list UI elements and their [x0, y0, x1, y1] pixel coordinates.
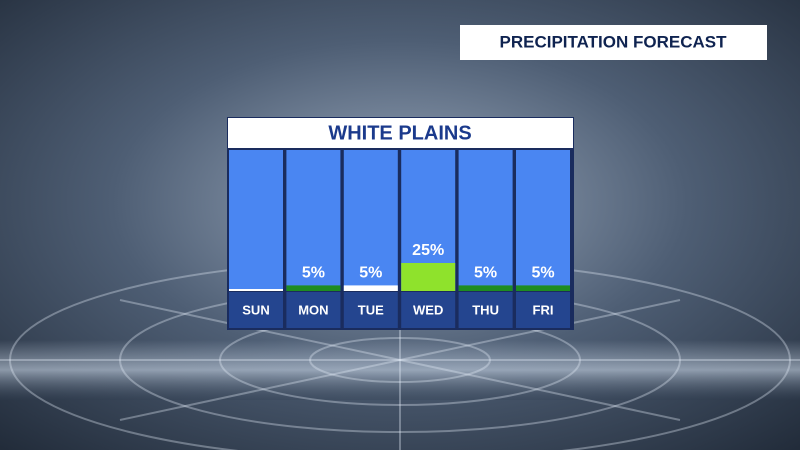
- bar: [286, 285, 341, 291]
- horizon-glow: [0, 340, 800, 400]
- day-cell: [401, 292, 456, 328]
- chart-title: WHITE PLAINS: [328, 122, 471, 144]
- bar: [458, 285, 513, 291]
- day-cell: [516, 292, 570, 328]
- x-tick-label: FRI: [533, 302, 554, 317]
- column-bg: [229, 150, 283, 291]
- data-label: 25%: [412, 242, 444, 259]
- radar-rings: [0, 259, 800, 455]
- bar: [516, 285, 570, 291]
- data-label: 5%: [359, 265, 382, 282]
- data-label: 5%: [474, 265, 497, 282]
- title-box: [460, 25, 767, 60]
- day-cell: [458, 292, 513, 328]
- page-title: PRECIPITATION FORECAST: [500, 32, 728, 51]
- bar: [401, 263, 456, 291]
- data-label: 5%: [302, 265, 325, 282]
- column-bg: [516, 150, 570, 291]
- column-bg: [458, 150, 513, 291]
- x-tick-label: SUN: [242, 302, 269, 317]
- day-cell: [229, 292, 283, 328]
- x-tick-label: TUE: [358, 302, 384, 317]
- panel-header: [228, 118, 573, 148]
- bar: [229, 289, 283, 291]
- data-label: 5%: [531, 265, 554, 282]
- bar: [343, 285, 398, 291]
- x-tick-label: THU: [472, 302, 499, 317]
- day-cell: [286, 292, 341, 328]
- x-tick-label: MON: [298, 302, 328, 317]
- x-tick-label: WED: [413, 302, 443, 317]
- day-cell: [343, 292, 398, 328]
- column-bg: [286, 150, 341, 291]
- column-bg: [343, 150, 398, 291]
